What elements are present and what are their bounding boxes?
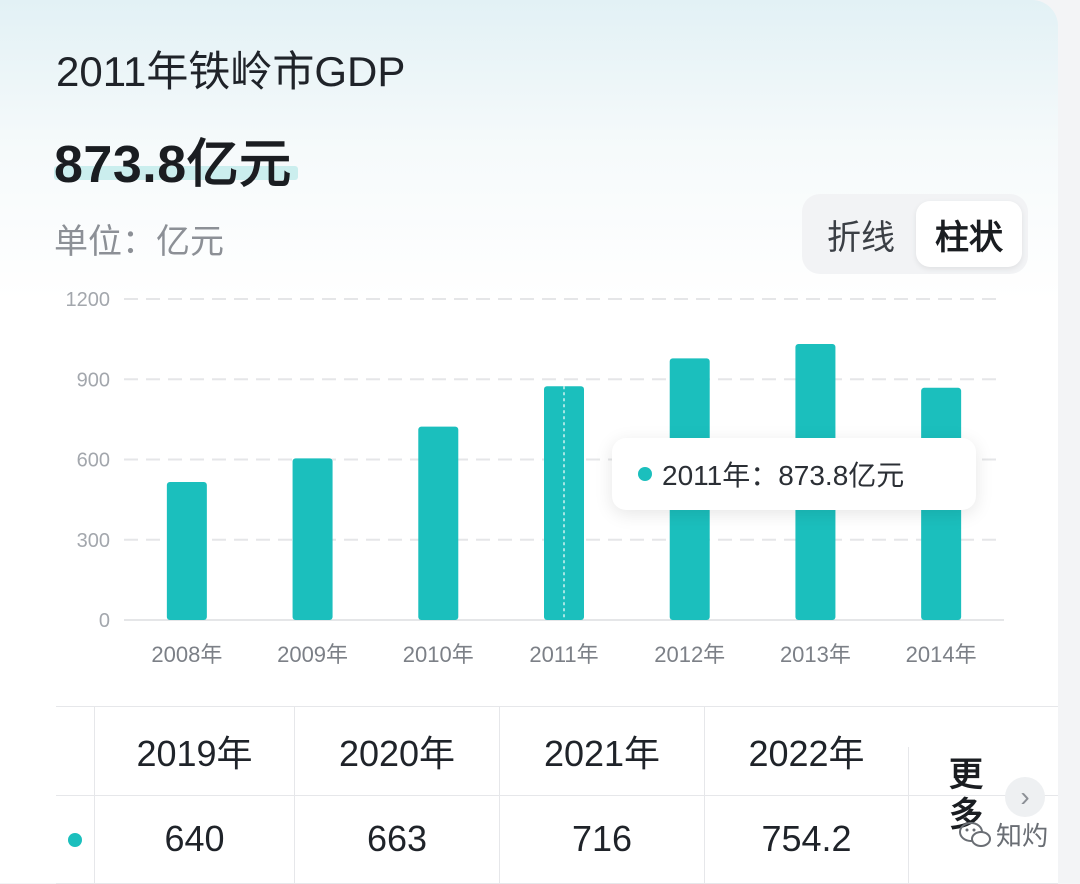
gdp-card: 2011年铁岭市GDP 873.8亿元 单位：亿元 折线 柱状 0 300 600 9… <box>0 0 1058 884</box>
recent-years-table: 2019年 2020年 2021年 2022年 640 663 716 754.… <box>56 706 1058 884</box>
chart-tooltip: 2011年：873.8亿元 <box>612 438 976 510</box>
watermark-text: 知灼 <box>996 821 1049 851</box>
table-header-cell: 2020年 <box>294 707 499 795</box>
table-header-cell: 2021年 <box>499 707 704 795</box>
watermark: 知灼 <box>958 816 1048 853</box>
x-tick-label: 2014年 <box>906 642 977 667</box>
bar[interactable] <box>166 481 207 620</box>
table-header-cell: 2022年 <box>704 707 908 795</box>
card-title: 2011年铁岭市GDP <box>56 48 406 95</box>
x-tick-label: 2010年 <box>403 642 474 667</box>
y-tick-label: 0 <box>99 610 110 632</box>
bar[interactable] <box>292 458 333 620</box>
more-years-column[interactable]: 更多 › <box>908 747 1058 884</box>
y-tick-label: 600 <box>77 450 110 472</box>
x-tick-label: 2009年 <box>277 642 348 667</box>
table-value-cell: 716 <box>499 795 704 883</box>
chevron-right-icon[interactable]: › <box>1005 777 1045 817</box>
y-tick-label: 900 <box>77 369 110 391</box>
x-tick-label: 2011年 <box>529 642 598 667</box>
y-tick-label: 1200 <box>66 289 111 311</box>
table-value-cell: 663 <box>294 795 499 883</box>
chart-type-toggle: 折线 柱状 <box>802 194 1028 274</box>
gdp-bar-chart[interactable]: 0 300 600 900 1200 2008年 2009年 2010年 2011年 2012年 2… <box>0 280 1058 690</box>
headline-value-wrap: 873.8亿元 <box>54 122 298 197</box>
bar[interactable] <box>418 426 459 620</box>
table-value-cell: 754.2 <box>704 795 908 883</box>
x-tick-label: 2012年 <box>654 642 725 667</box>
unit-label: 单位：亿元 <box>54 223 224 261</box>
headline-value: 873.8亿元 <box>54 136 292 194</box>
series-dot-icon <box>68 833 82 847</box>
table-value-cell: 640 <box>94 795 294 883</box>
bar-chart-tab[interactable]: 柱状 <box>916 201 1022 267</box>
x-tick-label: 2013年 <box>780 642 851 667</box>
table-header-row: 2019年 2020年 2021年 2022年 <box>56 707 1058 796</box>
x-tick-label: 2008年 <box>151 642 222 667</box>
tooltip-series-dot <box>638 467 652 481</box>
table-header-cell: 2019年 <box>94 707 294 795</box>
tooltip-text: 2011年：873.8亿元 <box>662 460 905 491</box>
y-tick-label: 300 <box>77 530 110 552</box>
value-highlight <box>54 166 298 180</box>
line-chart-tab[interactable]: 折线 <box>827 218 895 257</box>
more-label[interactable]: 更多 <box>949 756 983 834</box>
wechat-icon <box>959 821 991 847</box>
